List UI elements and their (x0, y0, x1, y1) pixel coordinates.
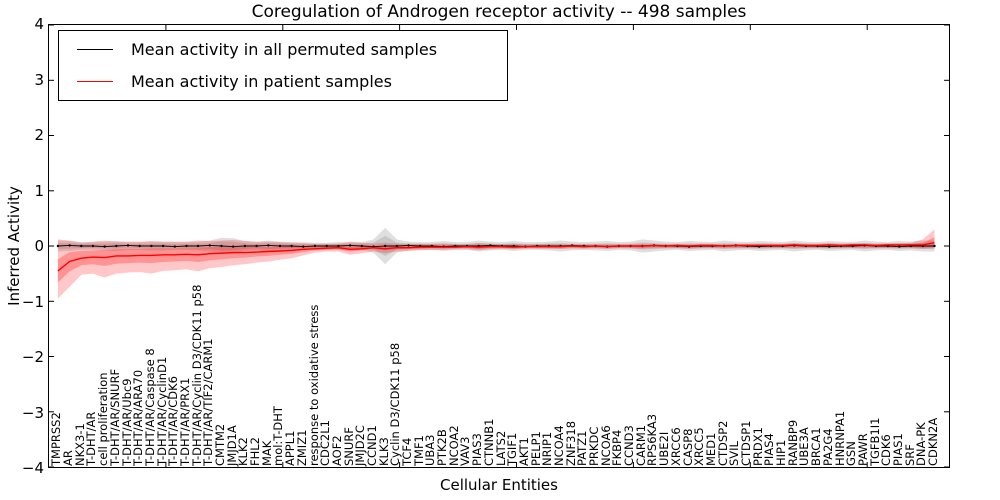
legend: Mean activity in all permuted samples Me… (58, 30, 508, 101)
legend-entry-permuted: Mean activity in all permuted samples (69, 40, 497, 59)
legend-label-patient: Mean activity in patient samples (131, 72, 392, 91)
patient-samples-std-band-inner (57, 237, 935, 283)
plot-area (48, 24, 950, 468)
chart-canvas (49, 25, 949, 467)
y-tick-label: −3 (21, 403, 44, 422)
x-category-label: CDKN2A (926, 417, 940, 466)
legend-line-patient-icon (77, 81, 113, 82)
legend-entry-patient: Mean activity in patient samples (69, 72, 497, 91)
y-tick-label: −2 (21, 348, 44, 366)
axis-ticks (49, 25, 949, 467)
y-tick-label: 1 (34, 181, 44, 200)
y-tick-label: 3 (34, 70, 44, 89)
x-axis-label: Cellular Entities (440, 476, 558, 494)
y-tick-label: 0 (34, 237, 44, 255)
y-tick-label: 4 (34, 15, 44, 33)
chart-title: Coregulation of Androgen receptor activi… (251, 2, 747, 22)
legend-line-permuted-icon (77, 49, 113, 50)
y-tick-label: 2 (34, 126, 44, 144)
patient-samples-std-band-outer (57, 229, 935, 299)
y-tick-label: −1 (21, 292, 44, 311)
legend-label-permuted: Mean activity in all permuted samples (131, 40, 438, 59)
line-patient-mean (57, 242, 935, 272)
y-tick-label: −4 (21, 459, 44, 477)
